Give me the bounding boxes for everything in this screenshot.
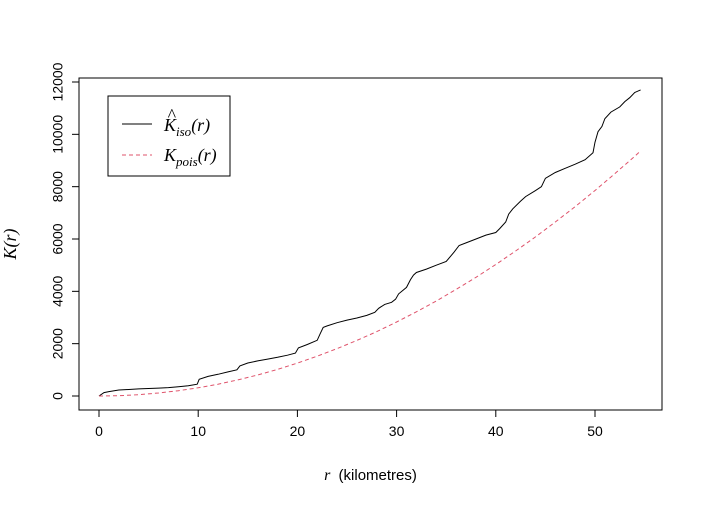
x-axis-symbol: r <box>324 467 331 484</box>
plot-marks <box>98 89 641 397</box>
x-tick-label: 50 <box>587 423 603 439</box>
legend-label-iso: Kiso(r) <box>163 115 210 139</box>
x-tick-label: 0 <box>95 423 103 439</box>
y-axis-arg: (r) <box>0 228 21 247</box>
legend-arg-pois: (r) <box>198 145 217 166</box>
legend-sub-pois: pois <box>175 154 198 169</box>
legend-sub-iso: iso <box>176 124 192 139</box>
y-tick-label: 6000 <box>50 223 66 254</box>
y-axis-title: K(r) <box>0 228 21 260</box>
legend-hat-iso: ^ <box>167 105 176 125</box>
legend-main-pois: K <box>163 145 177 165</box>
series-line-pois <box>98 150 641 397</box>
y-tick-label: 8000 <box>50 171 66 202</box>
x-axis-title: r (kilometres) <box>324 467 417 484</box>
legend-box <box>107 95 231 177</box>
legend-arg-iso: (r) <box>191 115 210 136</box>
x-axis-unit: (kilometres) <box>339 467 417 484</box>
legend: ^ Kiso(r) Kpois(r) <box>107 95 231 177</box>
x-tick-label: 20 <box>290 423 306 439</box>
y-tick-label: 2000 <box>50 328 66 359</box>
y-tick-label: 10000 <box>50 115 66 154</box>
x-tick-label: 40 <box>488 423 504 439</box>
y-tick-label: 4000 <box>50 276 66 307</box>
y-tick-label: 12000 <box>50 62 66 101</box>
legend-label-pois: Kpois(r) <box>163 145 217 169</box>
y-tick-label: 0 <box>50 392 66 400</box>
x-axis: 0 10 20 30 40 50 <box>95 409 603 439</box>
x-tick-label: 10 <box>190 423 206 439</box>
series-line-iso <box>98 89 641 397</box>
y-axis-symbol: K <box>0 247 20 261</box>
y-axis: 0 2000 4000 6000 8000 10000 12000 <box>50 62 80 400</box>
x-tick-label: 30 <box>389 423 405 439</box>
legend-main-iso: K <box>163 115 177 135</box>
